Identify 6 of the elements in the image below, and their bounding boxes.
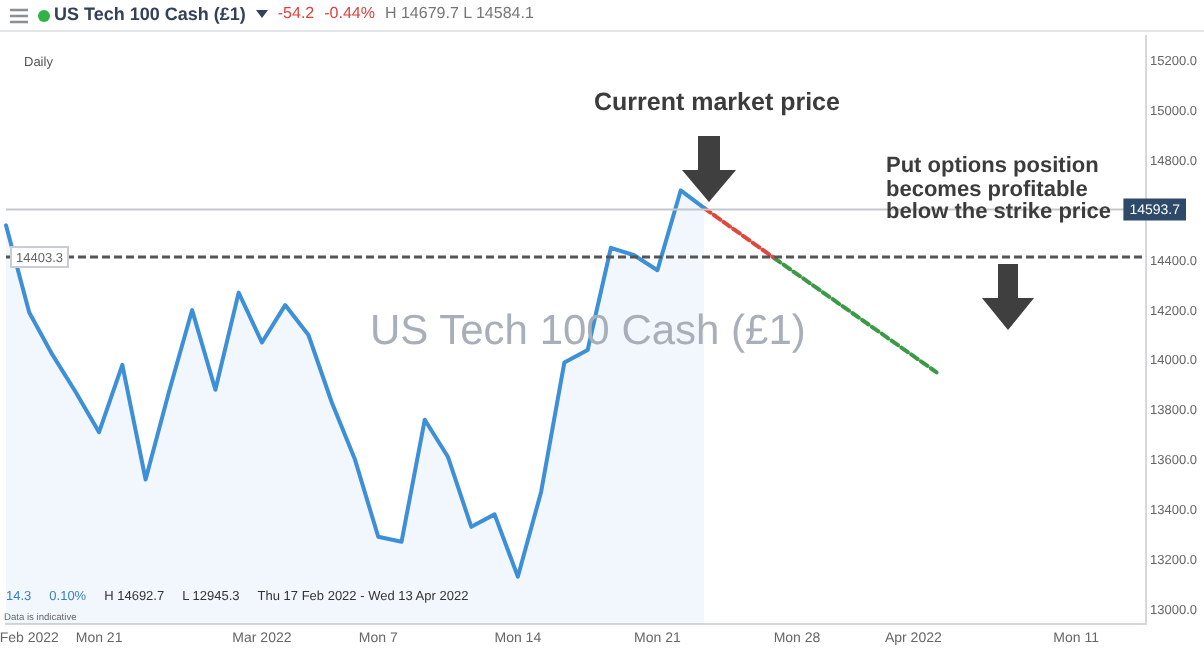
annotation: Current market price xyxy=(594,88,840,117)
chart-title: US Tech 100 Cash (£1) xyxy=(54,4,246,24)
text: H 14679.7 L 14584.1 xyxy=(384,3,534,23)
text: -54.2 xyxy=(277,3,315,23)
text: -0.44% xyxy=(324,3,375,23)
annotation: Put options position becomes profitable below the strike price xyxy=(886,154,1111,225)
